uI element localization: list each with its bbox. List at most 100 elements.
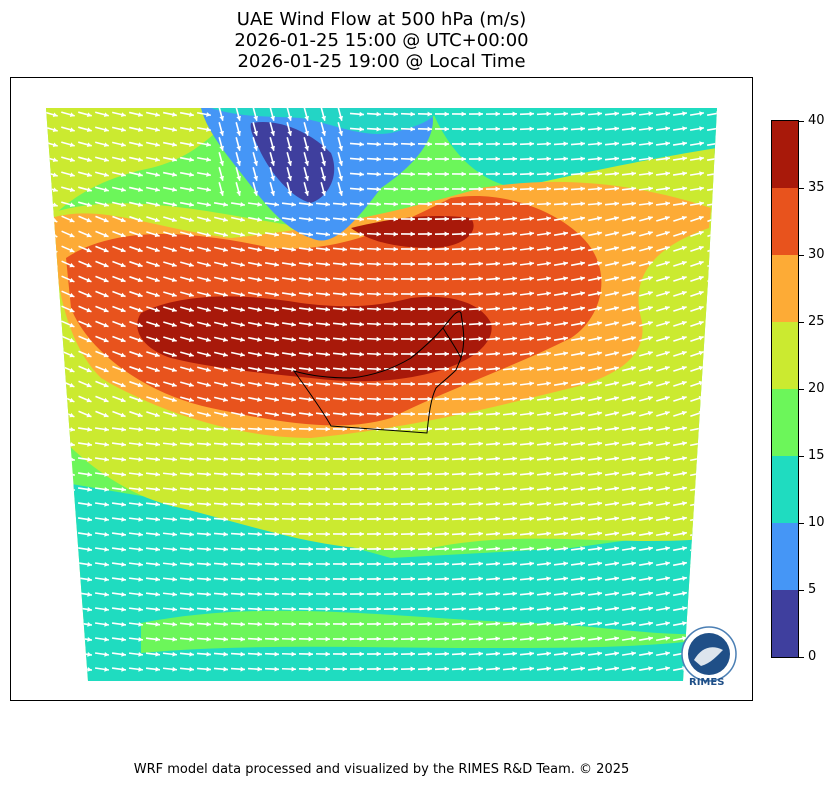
wind-arrow-head: [699, 201, 704, 206]
wind-arrow-head: [597, 666, 602, 672]
wind-arrow-shaft: [60, 592, 76, 596]
wind-arrow-head: [495, 456, 500, 462]
wind-arrow-head: [512, 126, 517, 132]
wind-arrow-head: [342, 471, 347, 477]
wind-arrow-head: [104, 517, 109, 522]
wind-arrow-head: [461, 141, 466, 147]
wind-arrow-head: [120, 337, 126, 343]
wind-arrow-head: [410, 291, 415, 297]
wind-arrow-head: [325, 351, 330, 357]
wind-arrow-head: [716, 546, 717, 551]
wind-arrow-head: [698, 215, 704, 221]
wind-arrow-head: [86, 337, 92, 343]
wind-arrow-head: [138, 651, 143, 657]
wind-arrow-head: [631, 606, 636, 611]
speed-band-35-40-north: [351, 216, 474, 248]
wind-arrow-head: [52, 127, 58, 133]
wind-arrow-head: [529, 171, 534, 177]
wind-arrow-shaft: [706, 546, 717, 552]
wind-arrow-head: [172, 187, 177, 192]
wind-arrow-head: [172, 621, 177, 627]
wind-arrow-head: [223, 636, 228, 642]
wind-arrow-head: [171, 247, 177, 253]
wind-arrow-head: [188, 322, 194, 328]
wind-arrow-head: [104, 502, 109, 507]
wind-arrow-head: [461, 426, 466, 432]
wind-arrow-head: [664, 260, 670, 266]
wind-arrow-head: [171, 397, 177, 403]
wind-arrow-head: [206, 621, 211, 627]
wind-arrow-head: [137, 382, 143, 388]
wind-arrow-head: [512, 471, 517, 477]
wind-arrow-head: [291, 426, 296, 432]
wind-arrow-head: [614, 651, 619, 656]
wind-arrow-head: [325, 306, 330, 312]
wind-arrow-head: [376, 126, 381, 132]
wind-arrow-head: [120, 142, 126, 147]
wind-arrow-head: [325, 201, 330, 207]
wind-arrow-head: [321, 130, 326, 136]
wind-arrow-head: [427, 111, 432, 117]
wind-arrow-head: [478, 561, 483, 567]
wind-arrow-head: [393, 396, 398, 402]
wind-arrow-head: [529, 201, 534, 207]
wind-arrow-head: [630, 216, 636, 221]
wind-arrow-head: [87, 652, 92, 657]
wind-arrow-head: [444, 156, 449, 162]
wind-arrow-head: [104, 442, 109, 447]
wind-arrow-head: [529, 126, 534, 132]
credit-text: WRF model data processed and visualized …: [133, 762, 630, 777]
wind-arrow-head: [189, 651, 194, 657]
wind-arrow-head: [495, 336, 500, 342]
wind-arrow-head: [461, 126, 466, 132]
wind-arrow-shaft: [46, 471, 59, 477]
wind-arrow-head: [630, 396, 636, 401]
wind-arrow-head: [321, 145, 326, 151]
wind-arrow-head: [478, 666, 483, 672]
map-title-line-2: 2026-01-25 15:00 @ UTC+00:00: [234, 30, 529, 51]
wind-arrow-head: [698, 230, 704, 236]
wind-arrow-head: [563, 276, 568, 281]
wind-arrow-head: [563, 411, 568, 416]
wind-arrow-head: [631, 186, 636, 192]
wind-arrow-head: [597, 231, 602, 236]
wind-arrow-head: [257, 666, 262, 672]
wind-arrow-head: [546, 561, 551, 567]
wind-arrow-head: [444, 411, 449, 417]
wind-arrow-head: [240, 441, 245, 447]
wind-arrow-head: [172, 606, 177, 612]
wind-arrow-head: [253, 160, 258, 166]
wind-arrow-head: [359, 186, 364, 192]
wind-arrow-head: [205, 277, 211, 282]
wind-arrow-head: [546, 276, 551, 281]
wind-arrow-head: [698, 350, 704, 356]
wind-arrow-shaft: [46, 441, 59, 447]
wind-arrow-head: [597, 156, 602, 162]
wind-arrow-head: [376, 561, 381, 567]
wind-arrow-shaft: [706, 591, 717, 597]
wind-arrow-head: [546, 306, 551, 311]
wind-arrow-head: [665, 591, 670, 596]
wind-arrow-head: [87, 637, 92, 642]
wind-arrow-head: [219, 115, 224, 121]
wind-arrow-head: [325, 426, 330, 432]
wind-arrow-head: [308, 276, 313, 282]
wind-arrow-head: [648, 636, 653, 641]
wind-arrow-head: [205, 382, 211, 387]
wind-arrow-head: [597, 501, 602, 507]
wind-arrow-head: [86, 127, 92, 132]
wind-arrow-head: [681, 320, 687, 326]
wind-arrow-head: [155, 651, 160, 657]
colorbar-tick-label: 0: [808, 649, 817, 664]
wind-arrow-head: [546, 246, 551, 251]
wind-arrow-shaft: [706, 561, 717, 567]
wind-arrow-head: [614, 501, 619, 506]
wind-arrow-head: [580, 501, 585, 507]
wind-arrow-head: [325, 576, 330, 582]
wind-arrow-head: [308, 651, 313, 657]
wind-arrow-head: [427, 291, 432, 297]
wind-arrow-head: [69, 322, 75, 328]
wind-arrow-head: [444, 246, 449, 252]
wind-arrow-head: [444, 516, 449, 522]
wind-arrow-head: [219, 130, 224, 136]
